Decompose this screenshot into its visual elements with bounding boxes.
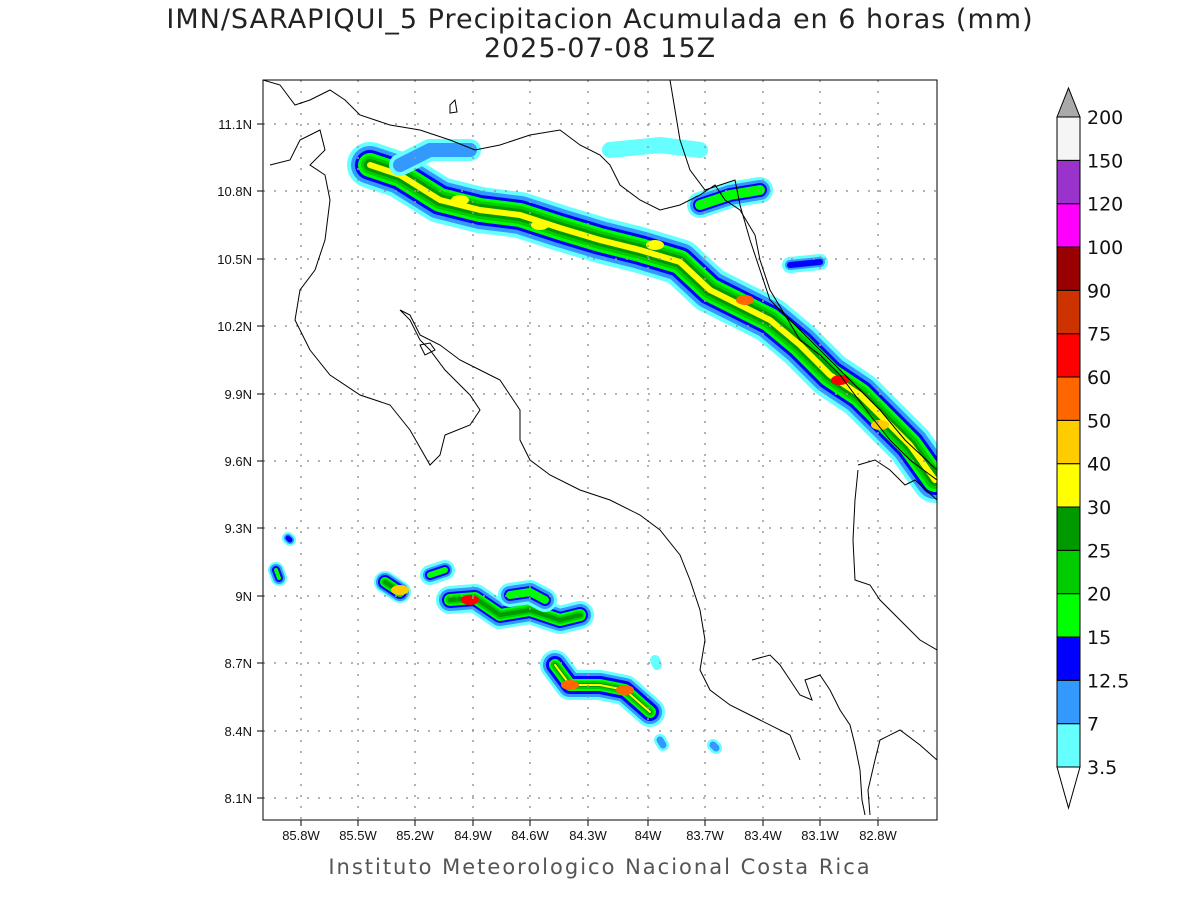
- colorbar-swatch: [1056, 116, 1081, 161]
- precip-contour: [709, 741, 720, 752]
- precip-contour: [367, 162, 937, 483]
- colorbar-over-triangle: [1056, 86, 1081, 118]
- map-valid-time: 2025-07-08 15Z: [483, 33, 717, 64]
- colorbar-swatch: [1056, 506, 1081, 551]
- x-tick-label: 83.1W: [801, 828, 839, 843]
- x-tick-label: 85.5W: [339, 828, 377, 843]
- colorbar-label: 100: [1087, 237, 1123, 259]
- colorbar-swatch: [1056, 679, 1081, 725]
- colorbar-label: 20: [1087, 584, 1111, 606]
- colorbar-label: 150: [1087, 150, 1123, 172]
- precip-contour: [554, 664, 651, 713]
- colorbar-label: 120: [1087, 194, 1123, 216]
- x-tick-label: 84.6W: [511, 828, 549, 843]
- precip-contour: [656, 736, 667, 749]
- precip-maximum: [646, 240, 664, 250]
- precip-maximum: [531, 220, 549, 230]
- precip-contour: [650, 655, 662, 670]
- map-title: IMN/SARAPIQUI_5 Precipitacion Acumulada …: [166, 4, 1034, 35]
- graticule: [263, 80, 937, 820]
- colorbar-legend: 3.5 7 12.5 15 20 25 30 40 50 60 75 90 100 120 150 200: [1056, 86, 1129, 810]
- colorbar-swatch: [1056, 246, 1081, 291]
- precip-maximum: [616, 685, 634, 695]
- x-tick-label: 85.2W: [396, 828, 434, 843]
- precip-maximum: [561, 680, 579, 690]
- x-tick-label: 84.3W: [569, 828, 607, 843]
- precip-maximum: [736, 295, 754, 305]
- precip-contour: [393, 143, 477, 172]
- colorbar-label: 90: [1087, 280, 1111, 302]
- coastlines: [263, 80, 937, 816]
- precip-maximum: [871, 420, 889, 430]
- x-tick-label: 82.8W: [859, 828, 897, 843]
- precip-contour: [787, 259, 823, 268]
- colorbar-swatch: [1056, 463, 1081, 508]
- colorbar-swatch: [1056, 549, 1081, 595]
- precip-contour: [274, 568, 281, 580]
- colorbar-swatch: [1056, 376, 1081, 421]
- map-footer-credit: Instituto Meteorologico Nacional Costa R…: [328, 855, 872, 879]
- colorbar-label: 25: [1087, 540, 1111, 562]
- colorbar-label: 50: [1087, 410, 1111, 432]
- colorbar-label: 40: [1087, 454, 1111, 476]
- colorbar-label: 200: [1087, 107, 1123, 129]
- x-tick-label: 84.9W: [454, 828, 492, 843]
- colorbar-swatch: [1056, 333, 1081, 378]
- colorbar-label: 15: [1087, 627, 1111, 649]
- colorbar-swatch: [1056, 289, 1081, 335]
- colorbar-swatch: [1056, 723, 1081, 768]
- precip-maximum: [831, 375, 849, 385]
- x-tick-label: 85.8W: [282, 828, 320, 843]
- colorbar-label: 7: [1087, 714, 1099, 736]
- precip-maximum: [451, 195, 469, 205]
- precip-contour: [506, 588, 549, 604]
- precip-maximum: [391, 585, 409, 595]
- map-area: [263, 80, 937, 820]
- colorbar-swatch: [1056, 636, 1081, 681]
- y-tick-label: 9N: [235, 589, 252, 604]
- colorbar-under-triangle: [1056, 766, 1081, 810]
- colorbar-label: 60: [1087, 367, 1111, 389]
- y-tick-label: 8.1N: [225, 791, 252, 806]
- y-axis-ticks: 11.1N 10.8N 10.5N 10.2N 9.9N 9.6N 9.3N 9N 8.7N 8.…: [217, 117, 263, 806]
- y-tick-label: 11.1N: [218, 117, 252, 132]
- precip-contour: [427, 567, 448, 578]
- precipitation-field: [268, 137, 937, 754]
- y-tick-label: 10.2N: [217, 319, 252, 334]
- y-tick-label: 10.8N: [217, 184, 252, 199]
- colorbar-label: 12.5: [1087, 670, 1129, 692]
- y-tick-label: 9.3N: [225, 521, 252, 536]
- colorbar-swatch: [1056, 419, 1081, 465]
- y-tick-label: 8.7N: [225, 656, 252, 671]
- x-tick-label: 84W: [635, 828, 662, 843]
- precip-maximum: [461, 595, 479, 605]
- x-axis-ticks: 85.8W 85.5W 85.2W 84.9W 84.6W 84.3W 84W 83.7W 83…: [282, 820, 898, 843]
- precip-contour: [602, 137, 708, 158]
- colorbar-label: 75: [1087, 324, 1111, 346]
- y-tick-label: 9.9N: [225, 387, 252, 402]
- x-tick-label: 83.4W: [744, 828, 782, 843]
- precip-contour: [695, 185, 765, 210]
- y-tick-label: 8.4N: [225, 724, 252, 739]
- y-tick-label: 10.5N: [217, 252, 252, 267]
- precip-contour: [361, 156, 937, 489]
- colorbar-label: 3.5: [1087, 757, 1117, 779]
- colorbar-swatch: [1056, 593, 1081, 638]
- y-tick-label: 9.6N: [225, 454, 252, 469]
- colorbar-label: 30: [1087, 497, 1111, 519]
- colorbar-swatch: [1056, 203, 1081, 248]
- map-frame: [262, 79, 938, 821]
- colorbar-swatch: [1056, 159, 1081, 205]
- precip-contour: [285, 535, 293, 543]
- x-tick-label: 83.7W: [686, 828, 724, 843]
